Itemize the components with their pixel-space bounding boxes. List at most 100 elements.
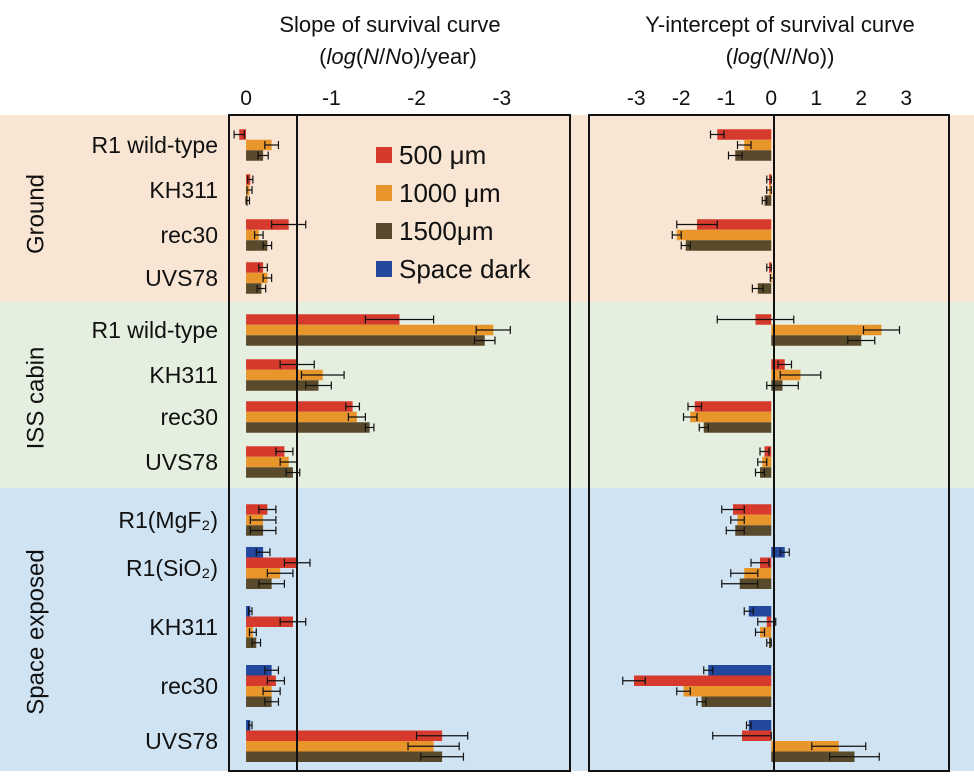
band-ground	[0, 115, 974, 302]
bar	[246, 411, 357, 423]
intercept-panel: -3 -2 -1 0 1 2 3	[622, 87, 912, 762]
row-label: R1(SiO₂)	[126, 555, 218, 581]
bar	[246, 637, 257, 648]
row-label: UVS78	[145, 728, 218, 754]
slope-units-log: log	[326, 44, 356, 69]
slope-title: Slope of survival curve	[279, 12, 500, 37]
slope-panel-frame	[228, 114, 571, 772]
bar	[246, 557, 298, 568]
bar	[697, 219, 772, 230]
legend-label: 1000 μm	[399, 178, 501, 208]
bar	[246, 314, 400, 325]
int-units-pre: (	[726, 44, 734, 69]
row-label: R1 wild-type	[91, 132, 218, 158]
slope-units-n: N	[363, 44, 379, 69]
tick-label: -2	[672, 87, 691, 110]
bar	[764, 195, 772, 206]
bar	[246, 150, 264, 161]
bar	[683, 686, 772, 697]
legend-swatch	[376, 185, 392, 201]
slope-units-pre: (	[319, 44, 327, 69]
group-labels: Ground ISS cabin Space exposed	[23, 174, 50, 715]
intercept-ticks: -3 -2 -1 0 1 2 3	[627, 87, 912, 110]
bar	[246, 467, 293, 478]
bar	[246, 324, 494, 336]
bar	[757, 283, 772, 294]
bar	[708, 665, 772, 676]
tick-label: -1	[717, 87, 736, 110]
bar	[771, 335, 862, 346]
bar	[246, 751, 443, 762]
group-label-iss: ISS cabin	[23, 347, 50, 450]
tick-label: -1	[322, 87, 341, 110]
bar	[703, 422, 772, 433]
slope-units-n0: N	[385, 44, 401, 69]
slope-panel: 0 -1 -2 -3	[233, 87, 511, 762]
bar	[748, 720, 772, 731]
bar	[771, 741, 839, 752]
bar	[748, 606, 772, 617]
bar	[717, 129, 772, 140]
group-label-space: Space exposed	[23, 549, 50, 714]
bar	[771, 324, 882, 336]
intercept-panel-frame	[588, 114, 950, 772]
slope-title-units: (log(N/No)/year)	[319, 44, 477, 69]
bar	[701, 696, 772, 707]
slope-units-m3: o)/year)	[401, 44, 477, 69]
bar	[744, 139, 772, 151]
bar	[246, 240, 268, 251]
tick-label: 0	[240, 87, 252, 110]
bar	[690, 411, 772, 423]
legend: 500 μm 1000 μm 1500μm Space dark	[376, 140, 532, 284]
row-label: R1(MgF₂)	[118, 507, 218, 533]
bar	[694, 401, 772, 412]
tick-label: -3	[627, 87, 646, 110]
slope-units-m1: (	[356, 44, 364, 69]
legend-swatch	[376, 261, 392, 277]
bar	[246, 741, 434, 752]
legend-swatch	[376, 147, 392, 163]
int-units-log: log	[733, 44, 763, 69]
tick-label: -3	[492, 87, 511, 110]
bar	[771, 751, 855, 762]
row-labels: R1 wild-type KH311 rec30 UVS78 R1 wild-type K…	[91, 132, 218, 754]
tick-label: 1	[810, 87, 822, 110]
row-label: rec30	[160, 673, 218, 699]
bar	[246, 422, 370, 433]
bar	[246, 686, 272, 697]
slope-bars	[233, 129, 511, 762]
bar	[246, 446, 285, 457]
int-units-m2: /	[786, 44, 793, 69]
bar	[246, 380, 319, 391]
legend-swatch	[376, 223, 392, 239]
row-label: R1 wild-type	[91, 317, 218, 343]
slope-ticks: 0 -1 -2 -3	[240, 87, 511, 110]
bar	[246, 456, 289, 468]
row-label: KH311	[149, 362, 218, 388]
bar	[246, 272, 268, 284]
bar	[246, 283, 262, 294]
bar	[246, 568, 281, 579]
bar	[246, 665, 272, 676]
bar	[685, 240, 772, 251]
row-label: rec30	[160, 222, 218, 248]
bar	[735, 525, 772, 536]
group-label-ground: Ground	[23, 174, 50, 254]
int-units-n: N	[770, 44, 786, 69]
bar	[246, 675, 276, 686]
bar	[246, 229, 259, 241]
slope-units-m2: /	[379, 44, 386, 69]
bar	[771, 547, 785, 558]
row-label: rec30	[160, 404, 218, 430]
tick-label: 0	[765, 87, 777, 110]
intercept-title: Y-intercept of survival curve	[645, 12, 914, 37]
bar	[246, 696, 272, 707]
bar	[246, 219, 289, 230]
row-label: KH311	[149, 177, 218, 203]
bar	[733, 504, 772, 515]
bar	[246, 401, 353, 412]
int-units-m3: o))	[808, 44, 835, 69]
bar	[246, 369, 323, 381]
row-label: KH311	[149, 614, 218, 640]
